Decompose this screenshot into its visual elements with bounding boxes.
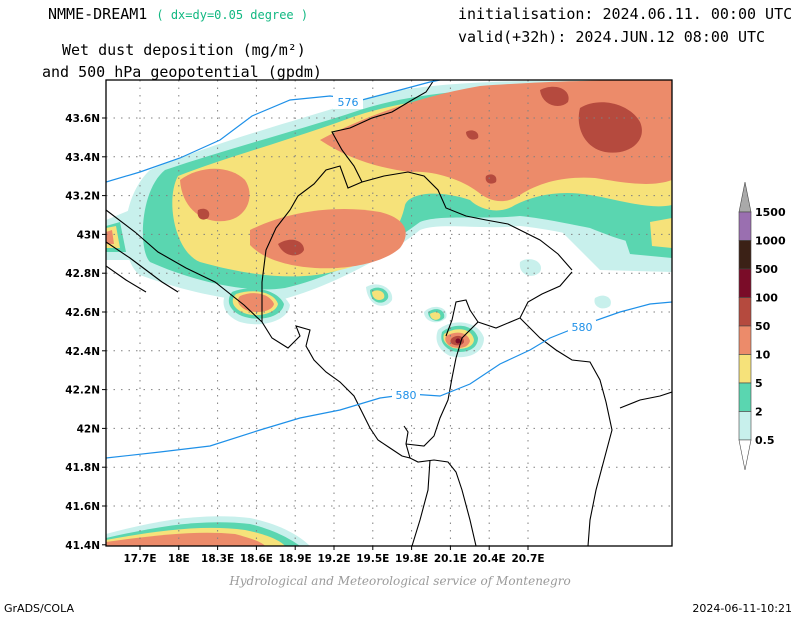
legend-arrow-bottom — [738, 439, 752, 471]
lon-label: 19.8E — [395, 553, 428, 565]
legend-swatch — [738, 297, 752, 327]
lat-label: 42.6N — [65, 307, 100, 319]
coastline — [106, 209, 411, 459]
legend-swatch — [738, 240, 752, 270]
grid-lines — [106, 80, 672, 546]
contour-label: 580 — [396, 389, 417, 402]
lon-label: 20.1E — [434, 553, 467, 565]
dust-deposition-field — [106, 80, 672, 546]
kosovo-border — [477, 271, 573, 329]
lon-label: 18E — [168, 553, 190, 565]
lat-label: 43.6N — [65, 113, 100, 125]
macedonia-border — [519, 317, 613, 546]
legend-swatch — [738, 211, 752, 241]
legend-swatch — [738, 268, 752, 298]
contour-576 — [106, 80, 441, 183]
legend-swatch — [738, 325, 752, 355]
legend-colorbar: 1500 1000 500 100 50 10 5 2 0.5 — [738, 181, 786, 471]
field-title-line1: Wet dust deposition (mg/m²) — [62, 41, 306, 59]
resolution-label: ( dx=dy=0.05 degree ) — [156, 8, 309, 22]
lat-label: 43N — [77, 229, 100, 241]
legend-swatch — [738, 382, 752, 412]
level-10-areas — [106, 80, 672, 546]
albania-border-east — [405, 299, 479, 447]
level-100-areas — [455, 338, 461, 344]
lat-label: 42.4N — [65, 346, 100, 358]
albania-inner-line — [411, 459, 431, 546]
island-coast — [106, 265, 147, 293]
lat-label: 42.8N — [65, 268, 100, 280]
credit-line: Hydrological and Meteorological service … — [229, 574, 571, 588]
lat-label: 43.4N — [65, 152, 100, 164]
legend-level-label: 1000 — [755, 235, 786, 248]
contour-label: 580 — [572, 321, 593, 334]
legend-arrow-top — [738, 181, 752, 213]
latitude-axis: 43.6N 43.4N 43.2N 43N 42.8N 42.6N 42.4N 42.2N 42… — [65, 113, 106, 552]
borders-and-coastline — [106, 80, 672, 546]
legend-level-label: 2 — [755, 406, 763, 419]
legend-level-label: 10 — [755, 349, 771, 362]
island-coast — [106, 241, 179, 293]
lat-label: 43.2N — [65, 191, 100, 203]
bih-border — [261, 80, 435, 322]
model-title: NMME-DREAM1 ( dx=dy=0.05 degree ) — [48, 5, 308, 23]
lon-label: 20.7E — [511, 553, 544, 565]
legend-level-label: 0.5 — [755, 434, 775, 447]
albania-border — [409, 457, 477, 546]
model-name: NMME-DREAM1 — [48, 5, 148, 23]
valid-time: valid(+32h): 2024.JUN.12 08:00 UTC — [458, 28, 766, 46]
contour-labels: 576 580 580 — [333, 95, 596, 402]
level-50-areas — [197, 86, 642, 346]
lon-label: 19.5E — [356, 553, 389, 565]
software-label: GrADS/COLA — [4, 602, 74, 615]
legend-level-label: 5 — [755, 377, 763, 390]
lon-label: 19.2E — [317, 553, 350, 565]
serbia-border — [361, 171, 573, 271]
bulgaria-border — [619, 391, 672, 409]
lat-label: 41.4N — [65, 540, 100, 552]
legend-level-label: 1500 — [755, 206, 786, 219]
lon-label: 18.3E — [201, 553, 234, 565]
legend-level-label: 50 — [755, 320, 771, 333]
lat-label: 42.2N — [65, 385, 100, 397]
lon-label: 18.9E — [279, 553, 312, 565]
initialisation-time: initialisation: 2024.06.11. 00:00 UTC — [458, 5, 793, 23]
lat-label: 41.6N — [65, 501, 100, 513]
lon-label: 20.4E — [473, 553, 506, 565]
legend-level-label: 500 — [755, 263, 778, 276]
lat-label: 41.8N — [65, 462, 100, 474]
longitude-axis: 17.7E 18E 18.3E 18.6E 18.9E 19.2E 19.5E 19.8E 20… — [123, 546, 545, 565]
map-frame — [105, 79, 673, 547]
legend-level-label: 100 — [755, 292, 778, 305]
lat-label: 42N — [77, 423, 100, 435]
lon-label: 18.6E — [240, 553, 273, 565]
field-title-line2: and 500 hPa geopotential (gpdm) — [42, 63, 322, 81]
lon-label: 17.7E — [123, 553, 156, 565]
contour-label: 576 — [338, 96, 359, 109]
legend-swatch — [738, 354, 752, 384]
render-timestamp: 2024-06-11-10:21 — [692, 602, 792, 615]
legend-swatch — [738, 411, 752, 441]
